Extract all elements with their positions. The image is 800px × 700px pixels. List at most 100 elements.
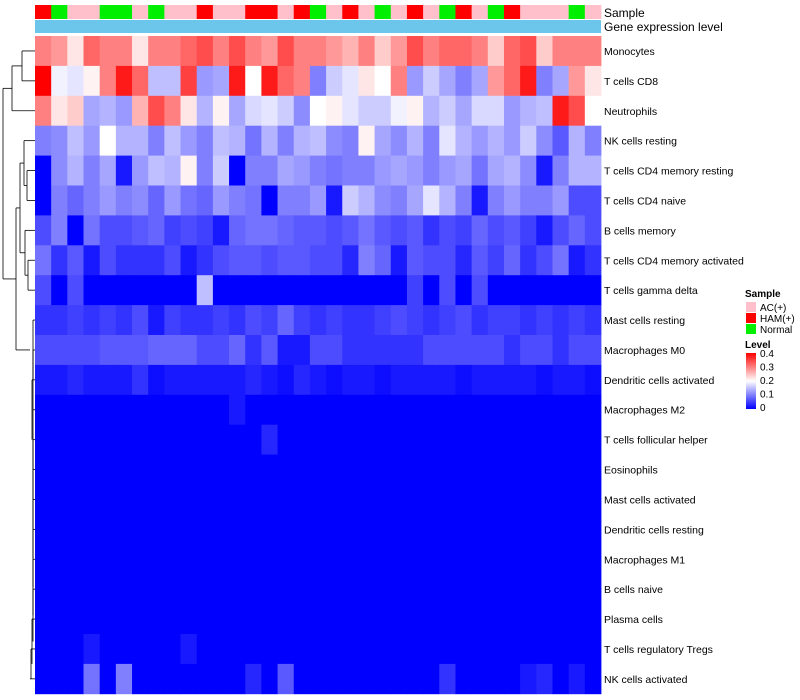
heatmap-cell (552, 125, 570, 156)
heatmap-cell (326, 65, 343, 97)
heatmap-cell (83, 95, 101, 127)
heatmap-cell (326, 275, 343, 306)
sample-annotation-cell (261, 5, 278, 19)
heatmap-cell (471, 364, 489, 396)
heatmap-cell (390, 424, 408, 455)
heatmap-cell (212, 215, 230, 246)
heatmap-cell (374, 125, 392, 156)
heatmap-cell (439, 245, 456, 276)
legend-item-label: Normal (760, 325, 792, 336)
heatmap-cell (245, 424, 262, 455)
heatmap-cell (83, 335, 101, 366)
heatmap-cell (83, 574, 101, 605)
heatmap-cell (212, 604, 230, 635)
heatmap-cell (261, 604, 278, 635)
heatmap-cell (471, 245, 489, 276)
heatmap-cell (471, 185, 489, 216)
heatmap-cell (51, 245, 68, 276)
heatmap-cell (99, 155, 117, 186)
heatmap-cell (471, 634, 489, 665)
sample-annotation-cell (568, 5, 586, 19)
heatmap-cell (164, 394, 181, 426)
heatmap-cell (115, 454, 133, 485)
heatmap-cell (309, 394, 327, 426)
heatmap-cell (115, 95, 133, 127)
heatmap-cell (568, 663, 586, 695)
heatmap-cell (51, 484, 68, 515)
heatmap-cell (439, 95, 456, 127)
sample-annotation-cell (132, 5, 149, 19)
heatmap-cell (212, 275, 230, 306)
heatmap-cell (115, 364, 133, 396)
heatmap-cell (148, 364, 165, 396)
heatmap-cell (277, 36, 295, 67)
heatmap-cell (406, 394, 424, 426)
heatmap-cell (568, 185, 586, 216)
heatmap-cell (536, 424, 553, 455)
heatmap-cell (326, 663, 343, 695)
heatmap-cell (196, 364, 214, 396)
heatmap-cell (406, 36, 424, 67)
heatmap-cell (439, 335, 456, 366)
heatmap-cell (99, 394, 117, 426)
heatmap-cell (309, 305, 327, 336)
heatmap-cell (439, 634, 456, 665)
heatmap-cell (164, 155, 181, 186)
heatmap-cell (487, 335, 505, 366)
heatmap-cell (229, 275, 246, 306)
heatmap-cell (374, 454, 392, 485)
heatmap-cell (293, 634, 311, 665)
heatmap-cell (455, 245, 473, 276)
legend-tick-label: 0 (760, 403, 766, 414)
heatmap-cell (423, 544, 440, 575)
heatmap-cell (132, 424, 149, 455)
heatmap-cell (390, 634, 408, 665)
heatmap-cell (374, 155, 392, 186)
heatmap-cell (132, 36, 149, 67)
heatmap-cell (148, 275, 165, 306)
sample-annotation-cell (455, 5, 473, 19)
sample-annotation-cell (229, 5, 246, 19)
heatmap-cell (390, 484, 408, 515)
row-label: Monocytes (604, 46, 655, 58)
heatmap-cell (83, 215, 101, 246)
heatmap-cell (277, 305, 295, 336)
heatmap-cell (423, 95, 440, 127)
heatmap-cell (520, 36, 537, 67)
heatmap-cell (196, 125, 214, 156)
heatmap-cell (148, 65, 165, 97)
heatmap-cell (568, 514, 586, 545)
heatmap-cell (212, 663, 230, 695)
heatmap-cell (455, 185, 473, 216)
heatmap-cell (374, 514, 392, 545)
heatmap-cell (196, 574, 214, 605)
heatmap-cell (390, 215, 408, 246)
heatmap-cell (277, 574, 295, 605)
heatmap-cell (552, 335, 570, 366)
heatmap-cell (132, 245, 149, 276)
heatmap-cell (293, 663, 311, 695)
heatmap-cell (99, 125, 117, 156)
heatmap-cell (309, 663, 327, 695)
heatmap-cell (326, 514, 343, 545)
heatmap-cell (51, 185, 68, 216)
heatmap-cell (309, 335, 327, 366)
heatmap-cell (568, 95, 586, 127)
heatmap-cell (536, 95, 553, 127)
heatmap-cell (471, 394, 489, 426)
heatmap-cell (196, 155, 214, 186)
heatmap-cell (568, 65, 586, 97)
heatmap-cell (439, 185, 456, 216)
heatmap-cell (261, 574, 278, 605)
heatmap-cell (277, 484, 295, 515)
heatmap-cell (196, 335, 214, 366)
heatmap-cell (164, 305, 181, 336)
heatmap-cell (520, 394, 537, 426)
heatmap-cell (212, 634, 230, 665)
row-label: T cells gamma delta (604, 285, 698, 297)
heatmap-cell (342, 185, 359, 216)
heatmap-cell (358, 663, 375, 695)
heatmap-cell (35, 574, 52, 605)
heatmap-cell (261, 335, 278, 366)
heatmap-cell (423, 663, 440, 695)
